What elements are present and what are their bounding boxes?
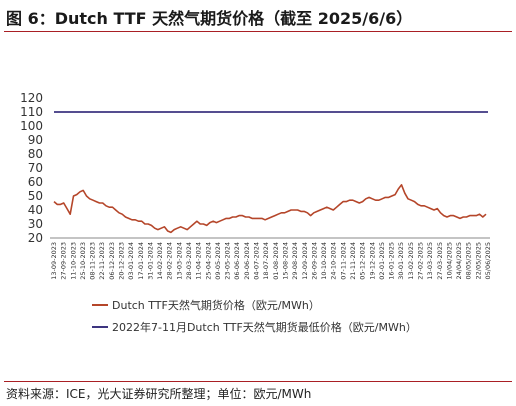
x-tick-label-7: 20-12-2023 bbox=[118, 242, 126, 280]
x-axis: 13-09-2023 27-09-2023 11-10-2023 25-10-2023… bbox=[50, 237, 492, 280]
x-tick-label-22: 18-07-2024 bbox=[262, 242, 270, 280]
x-tick-label-42: 24/04/2025 bbox=[455, 242, 463, 279]
x-tick-label-28: 10-10-2024 bbox=[320, 242, 328, 280]
y-tick-label-10: 120 bbox=[20, 91, 43, 105]
x-tick-label-17: 09-05-2024 bbox=[214, 242, 222, 280]
x-tick-label-32: 05-12-2024 bbox=[359, 242, 367, 280]
y-tick-label-2: 40 bbox=[28, 203, 43, 217]
x-tick-label-12: 28-02-2024 bbox=[166, 242, 174, 280]
x-tick-label-38: 27-02-2025 bbox=[416, 242, 424, 280]
series-line-ttf-price bbox=[53, 184, 487, 234]
chart-title: 图 6：Dutch TTF 天然气期货价格（截至 2025/6/6） bbox=[6, 9, 413, 28]
x-tick-label-18: 23-05-2024 bbox=[224, 242, 232, 280]
x-tick-label-6: 06-12-2023 bbox=[108, 242, 116, 280]
footer-divider bbox=[4, 381, 512, 382]
y-tick-label-9: 110 bbox=[20, 105, 43, 119]
y-tick-label-5: 70 bbox=[28, 161, 43, 175]
x-tick-label-1: 27-09-2023 bbox=[60, 242, 68, 280]
source-note: 资料来源：ICE，光大证券研究所整理；单位：欧元/MWh bbox=[6, 387, 312, 401]
x-tick-label-2: 11-10-2023 bbox=[69, 242, 77, 280]
legend-label-2022-low: 2022年7-11月Dutch TTF天然气期货最低价格（欧元/MWh） bbox=[112, 321, 417, 334]
y-tick-label-6: 80 bbox=[28, 147, 43, 161]
y-tick-label-0: 20 bbox=[28, 231, 43, 245]
y-tick-label-1: 30 bbox=[28, 217, 43, 231]
title-divider bbox=[4, 31, 512, 32]
x-tick-label-5: 22-11-2023 bbox=[98, 242, 106, 280]
x-tick-label-31: 21-11-2024 bbox=[349, 242, 357, 280]
y-tick-label-3: 50 bbox=[28, 189, 43, 203]
y-tick-label-8: 100 bbox=[20, 119, 43, 133]
x-tick-label-30: 07-11-2024 bbox=[339, 242, 347, 280]
legend-item-ttf-price: Dutch TTF天然气期货价格（欧元/MWh） bbox=[92, 297, 320, 313]
x-tick-label-19: 06-06-2024 bbox=[233, 242, 241, 280]
x-tick-label-39: 13-03-2025 bbox=[426, 242, 434, 280]
x-tick-label-24: 15-08-2024 bbox=[281, 242, 289, 280]
x-tick-label-26: 12-09-2024 bbox=[301, 242, 309, 280]
series-lines bbox=[53, 111, 488, 234]
x-tick-label-43: 08/05/2025 bbox=[465, 242, 473, 279]
x-tick-label-44: 22/05/2025 bbox=[474, 242, 482, 279]
x-tick-label-0: 13-09-2023 bbox=[50, 242, 58, 280]
x-tick-label-23: 01-08-2024 bbox=[272, 242, 280, 280]
x-tick-label-35: 16-01-2025 bbox=[388, 242, 396, 280]
legend-label-ttf-price: Dutch TTF天然气期货价格（欧元/MWh） bbox=[112, 299, 320, 312]
y-tick-label-7: 90 bbox=[28, 133, 43, 147]
legend-swatch-2022-low bbox=[92, 326, 108, 328]
x-tick-label-10: 31-01-2024 bbox=[146, 242, 154, 280]
x-tick-label-45: 05/06/2025 bbox=[484, 242, 492, 279]
x-tick-label-3: 25-10-2023 bbox=[79, 242, 87, 280]
x-tick-label-36: 30-01-2025 bbox=[397, 242, 405, 280]
x-tick-label-27: 26-09-2024 bbox=[310, 242, 318, 280]
x-tick-label-37: 13-02-2025 bbox=[407, 242, 415, 280]
x-tick-label-40: 27-03-2025 bbox=[436, 242, 444, 280]
x-tick-label-41: 10/04/2025 bbox=[445, 242, 453, 279]
x-tick-label-29: 24-10-2024 bbox=[330, 242, 338, 280]
x-tick-label-13: 13-03-2024 bbox=[175, 242, 183, 280]
legend-swatch-ttf-price bbox=[92, 304, 108, 306]
x-tick-label-14: 28-03-2024 bbox=[185, 242, 193, 280]
x-tick-label-33: 19-12-2024 bbox=[368, 242, 376, 280]
x-tick-label-9: 17-01-2024 bbox=[137, 242, 145, 280]
x-tick-label-25: 29-08-2024 bbox=[291, 242, 299, 280]
x-tick-label-20: 20-06-2024 bbox=[243, 242, 251, 280]
x-tick-label-21: 04-07-2024 bbox=[253, 242, 261, 280]
x-tick-label-4: 08-11-2023 bbox=[89, 242, 97, 280]
y-tick-label-4: 60 bbox=[28, 175, 43, 189]
x-tick-label-34: 02-01-2025 bbox=[378, 242, 386, 280]
x-tick-label-16: 25-04-2024 bbox=[204, 242, 212, 280]
legend-item-2022-low: 2022年7-11月Dutch TTF天然气期货最低价格（欧元/MWh） bbox=[92, 319, 417, 335]
x-tick-label-15: 11-04-2024 bbox=[195, 242, 203, 280]
x-tick-label-11: 14-02-2024 bbox=[156, 242, 164, 280]
x-tick-label-8: 03-01-2024 bbox=[127, 242, 135, 280]
